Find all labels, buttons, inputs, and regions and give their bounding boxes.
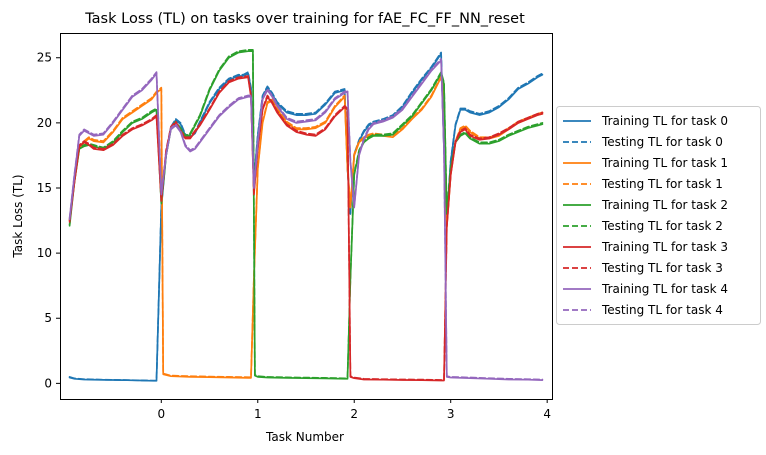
legend-label-0: Training TL for task 0	[601, 114, 728, 128]
series-line-8	[68, 59, 544, 381]
x-tick-label: 1	[254, 407, 262, 421]
y-tick-label: 25	[37, 51, 52, 65]
y-tick-label: 20	[37, 116, 52, 130]
y-tick-label: 10	[37, 246, 52, 260]
legend-label-3: Testing TL for task 1	[601, 177, 723, 191]
legend-label-1: Testing TL for task 0	[601, 135, 723, 149]
chart-title: Task Loss (TL) on tasks over training fo…	[84, 11, 525, 27]
y-axis-ticks: 0 5 10 15 20 25	[37, 51, 60, 390]
y-tick-label: 0	[44, 376, 52, 390]
x-tick-label: 2	[350, 407, 358, 421]
plot-frame	[60, 33, 553, 400]
series-line-6	[68, 76, 544, 382]
x-tick-label: 0	[157, 407, 165, 421]
series-line-7	[68, 75, 544, 381]
x-tick-label: 3	[447, 407, 455, 421]
series-line-1	[68, 51, 544, 382]
legend: Training TL for task 0 Testing TL for tas…	[556, 106, 761, 325]
legend-label-8: Training TL for task 4	[601, 282, 728, 296]
legend-label-7: Testing TL for task 3	[601, 261, 723, 275]
series-line-5	[68, 49, 544, 380]
legend-label-2: Training TL for task 1	[601, 156, 728, 170]
legend-frame	[556, 106, 761, 325]
legend-label-5: Testing TL for task 2	[601, 219, 723, 233]
series-line-0	[68, 52, 544, 382]
y-axis-title: Task Loss (TL)	[11, 174, 25, 258]
legend-label-6: Training TL for task 3	[601, 240, 728, 254]
y-tick-label: 15	[37, 181, 52, 195]
x-tick-label: 4	[543, 407, 551, 421]
legend-label-9: Testing TL for task 4	[601, 303, 723, 317]
series-line-9	[68, 58, 544, 381]
legend-label-4: Training TL for task 2	[601, 198, 728, 212]
series-group	[68, 49, 544, 382]
series-line-4	[68, 50, 544, 380]
x-axis-ticks: 0 1 2 3 4	[157, 399, 551, 421]
y-tick-label: 5	[44, 311, 52, 325]
x-axis-title: Task Number	[265, 430, 344, 444]
